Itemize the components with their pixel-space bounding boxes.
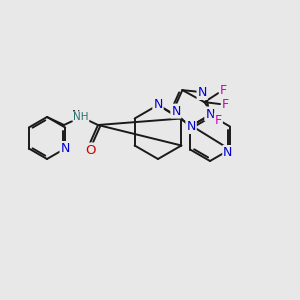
Text: N: N: [153, 98, 163, 112]
Text: H: H: [77, 112, 85, 122]
Text: NH: NH: [73, 112, 89, 122]
Text: N: N: [61, 142, 70, 155]
Text: F: F: [220, 84, 227, 97]
Text: O: O: [85, 143, 95, 157]
Text: N: N: [186, 120, 196, 133]
Text: N: N: [171, 105, 181, 118]
Text: N: N: [72, 110, 80, 120]
Text: N: N: [205, 107, 215, 121]
Text: N: N: [197, 86, 207, 99]
Text: F: F: [222, 98, 229, 111]
Text: N: N: [223, 146, 232, 159]
Text: F: F: [215, 114, 222, 127]
